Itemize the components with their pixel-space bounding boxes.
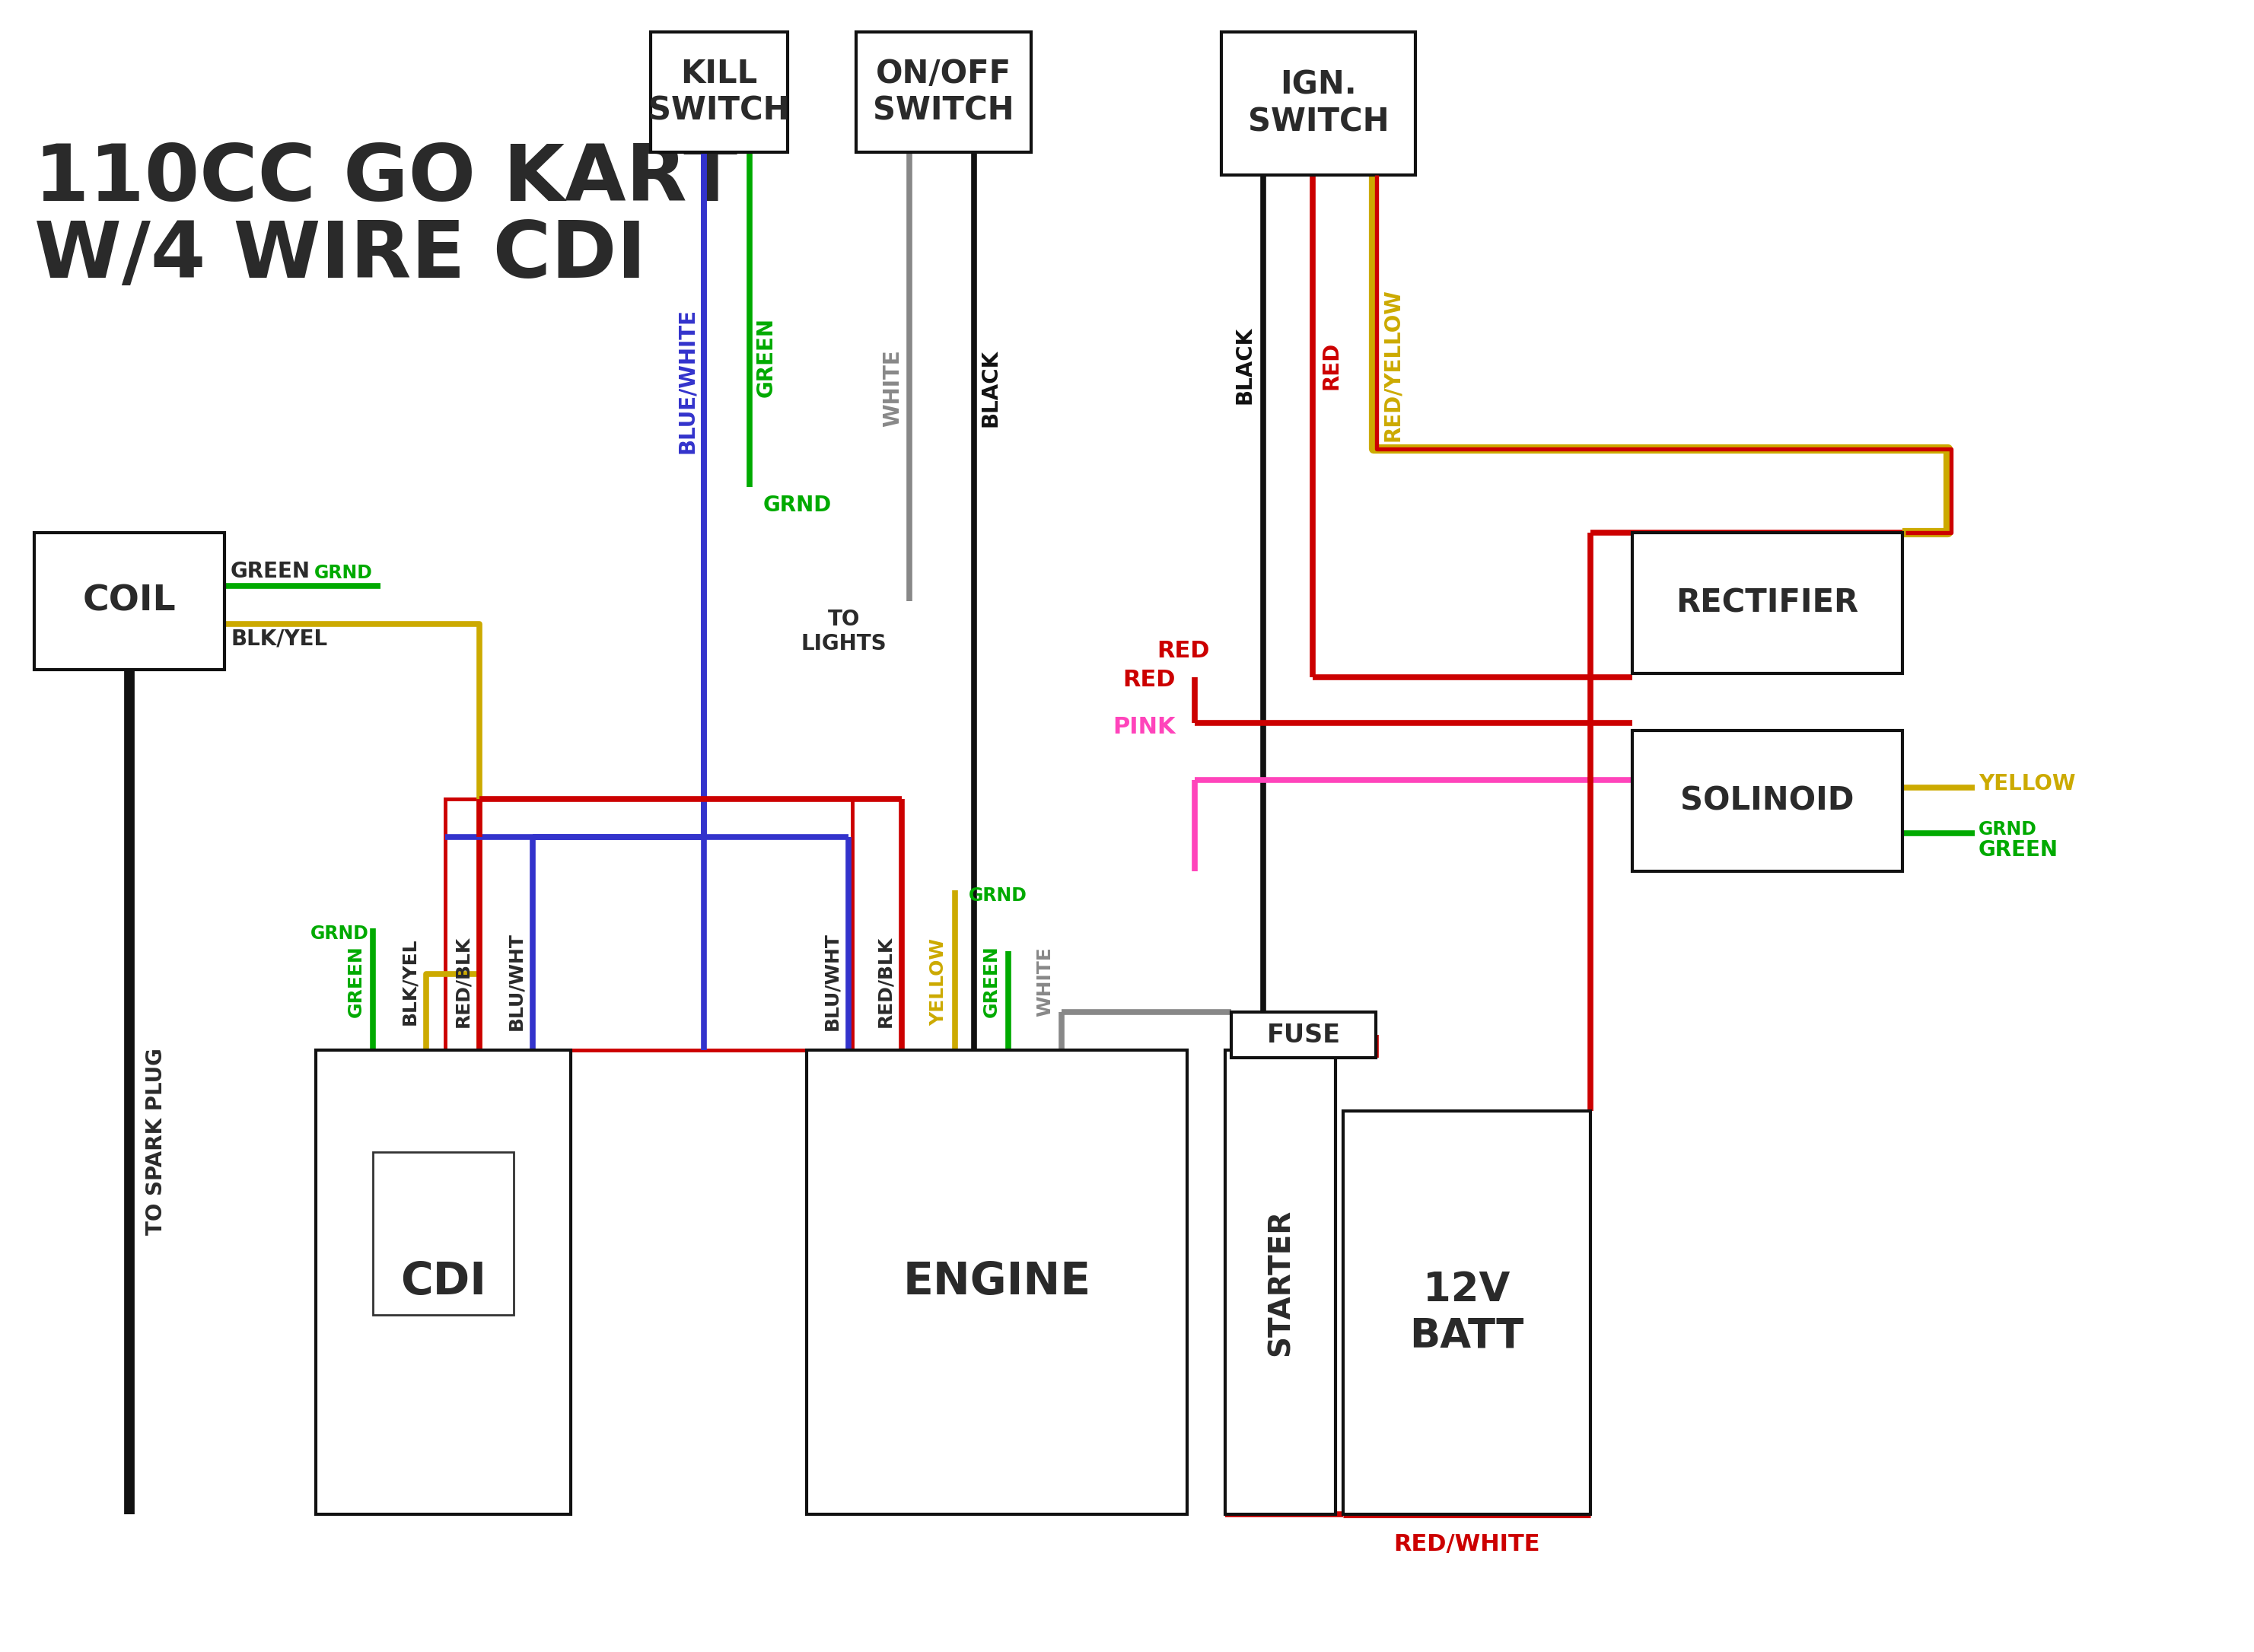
Text: 12V
BATT: 12V BATT bbox=[1409, 1270, 1524, 1355]
Text: RED: RED bbox=[1122, 669, 1177, 691]
Text: RED/YELLOW: RED/YELLOW bbox=[1382, 289, 1404, 441]
Text: TO
LIGHTS: TO LIGHTS bbox=[800, 608, 886, 654]
Bar bbox=[1231, 1013, 1375, 1057]
Text: ON/OFF
SWITCH: ON/OFF SWITCH bbox=[872, 58, 1014, 127]
Text: COIL: COIL bbox=[83, 585, 176, 618]
Text: RED/BLK: RED/BLK bbox=[877, 937, 895, 1028]
Text: GREEN: GREEN bbox=[1979, 839, 2058, 861]
Text: GRND: GRND bbox=[311, 925, 370, 943]
Bar bbox=[374, 1151, 514, 1315]
Bar bbox=[446, 800, 852, 1051]
Text: GREEN: GREEN bbox=[983, 945, 1001, 1018]
Text: RED: RED bbox=[1156, 639, 1210, 662]
Text: BLACK: BLACK bbox=[980, 349, 1001, 426]
Text: SOLINOID: SOLINOID bbox=[1681, 785, 1855, 816]
Bar bbox=[34, 532, 225, 669]
Text: IGN.
SWITCH: IGN. SWITCH bbox=[1249, 69, 1388, 139]
Text: RED/WHITE: RED/WHITE bbox=[1393, 1533, 1539, 1556]
Bar bbox=[1632, 532, 1902, 674]
Bar bbox=[1226, 1051, 1337, 1515]
Text: RED: RED bbox=[1321, 342, 1343, 390]
Text: BLK/YEL: BLK/YEL bbox=[401, 938, 419, 1026]
Text: GRND: GRND bbox=[764, 494, 832, 515]
Bar bbox=[1632, 730, 1902, 871]
Bar bbox=[1222, 31, 1416, 175]
Text: KILL
SWITCH: KILL SWITCH bbox=[649, 58, 789, 127]
Bar bbox=[807, 1051, 1188, 1515]
Text: BLUE/WHITE: BLUE/WHITE bbox=[676, 307, 699, 453]
Text: GRND: GRND bbox=[1979, 821, 2038, 839]
Bar bbox=[651, 31, 787, 152]
Text: GREEN: GREEN bbox=[347, 945, 365, 1018]
Text: GREEN: GREEN bbox=[755, 317, 778, 398]
Text: GRND: GRND bbox=[313, 563, 372, 582]
Text: BLK/YEL: BLK/YEL bbox=[230, 628, 327, 649]
Text: STARTER: STARTER bbox=[1267, 1209, 1294, 1356]
Text: YELLOW: YELLOW bbox=[1979, 773, 2076, 795]
Text: ENGINE: ENGINE bbox=[904, 1260, 1091, 1303]
Text: BLACK: BLACK bbox=[1233, 327, 1255, 405]
Text: TO SPARK PLUG: TO SPARK PLUG bbox=[144, 1047, 167, 1236]
Text: CDI: CDI bbox=[401, 1260, 487, 1303]
Text: BLU/WHT: BLU/WHT bbox=[823, 933, 841, 1031]
Bar bbox=[316, 1051, 570, 1515]
Text: WHITE: WHITE bbox=[881, 349, 904, 426]
Text: BLU/WHT: BLU/WHT bbox=[507, 933, 525, 1031]
Text: 110CC GO KART
W/4 WIRE CDI: 110CC GO KART W/4 WIRE CDI bbox=[34, 140, 737, 294]
Text: RED/BLK: RED/BLK bbox=[453, 937, 471, 1028]
Bar bbox=[1343, 1112, 1591, 1515]
Text: GREEN: GREEN bbox=[230, 560, 311, 582]
Text: PINK: PINK bbox=[1113, 715, 1177, 738]
Text: GRND: GRND bbox=[969, 887, 1028, 905]
Text: RECTIFIER: RECTIFIER bbox=[1677, 586, 1860, 620]
Text: WHITE: WHITE bbox=[1035, 947, 1055, 1016]
Text: FUSE: FUSE bbox=[1267, 1023, 1341, 1047]
Text: YELLOW: YELLOW bbox=[929, 938, 947, 1026]
Bar bbox=[857, 31, 1030, 152]
